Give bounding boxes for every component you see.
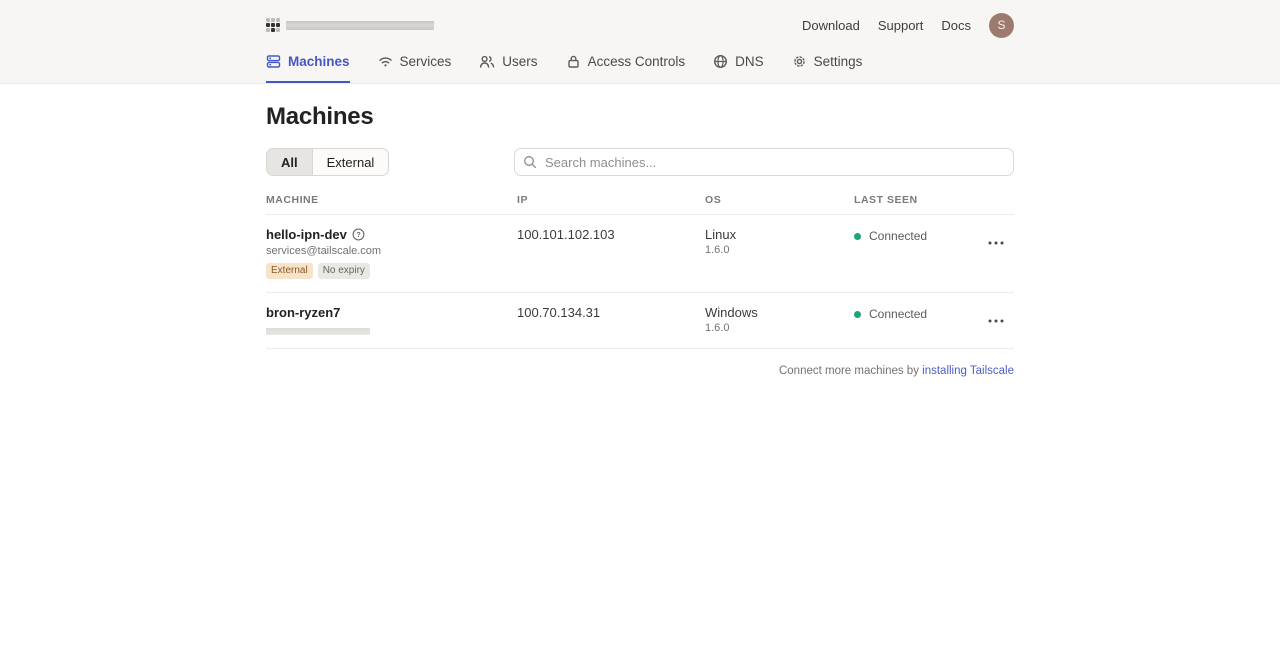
ellipsis-icon	[988, 319, 1004, 323]
table-row: hello-ipn-dev ? services@tailscale.com E…	[266, 215, 1014, 293]
connected-status-dot	[854, 232, 861, 240]
machine-owner: services@tailscale.com	[266, 245, 382, 257]
tab-dns[interactable]: DNS	[713, 44, 764, 83]
os-version: 1.6.0	[705, 244, 730, 256]
tab-label: Services	[399, 54, 452, 69]
lock-icon	[566, 54, 581, 69]
tab-label: Access Controls	[587, 54, 686, 69]
machine-name-link[interactable]: bron-ryzen7	[266, 305, 341, 320]
machine-ip: 100.70.134.31	[517, 305, 601, 320]
col-os: OS	[705, 194, 722, 206]
tailscale-logo-icon	[266, 18, 280, 32]
col-ip: IP	[517, 194, 528, 206]
last-seen-cell: Connected	[854, 229, 982, 243]
svg-text:?: ?	[356, 230, 361, 239]
tab-label: DNS	[735, 54, 764, 69]
footer-text: Connect more machines by	[778, 365, 919, 377]
server-icon	[266, 54, 281, 69]
table-footer: Connect more machines by installing Tail…	[266, 365, 1014, 377]
machine-ip: 100.101.102.103	[517, 227, 615, 242]
status-label: Connected	[869, 307, 928, 321]
connected-status-dot	[854, 310, 861, 318]
gear-icon	[792, 54, 807, 69]
col-last-seen: Last seen	[854, 194, 918, 206]
badge-no-expiry: No expiry	[317, 263, 370, 279]
installing-tailscale-link[interactable]: installing Tailscale	[922, 365, 1014, 377]
badge-external: External	[266, 263, 313, 279]
machines-table: Machine IP OS Last seen hello-ipn-dev ? …	[266, 194, 1014, 349]
table-row: bron-ryzen7 100.70.134.31 Windows 1.6.0 …	[266, 293, 1014, 349]
status-label: Connected	[869, 229, 928, 243]
user-avatar[interactable]: S	[989, 12, 1014, 38]
os-cell: Windows 1.6.0	[705, 305, 854, 334]
tailnet-logo[interactable]	[266, 18, 434, 32]
row-menu-button[interactable]	[986, 229, 1006, 252]
machine-owner-redacted	[266, 328, 370, 335]
tab-access-controls[interactable]: Access Controls	[566, 44, 686, 83]
filter-all-button[interactable]: All	[267, 149, 312, 175]
col-machine: Machine	[266, 194, 319, 206]
support-link[interactable]: Support	[877, 17, 924, 33]
search-input[interactable]	[514, 148, 1014, 176]
top-band: Download Support Docs S Machines	[0, 0, 1280, 84]
ellipsis-icon	[988, 241, 1004, 245]
globe-icon	[713, 54, 728, 69]
os-cell: Linux 1.6.0	[705, 227, 854, 256]
row-menu-button[interactable]	[986, 307, 1006, 330]
machine-name-link[interactable]: hello-ipn-dev ?	[266, 227, 517, 242]
tab-services[interactable]: Services	[378, 44, 452, 83]
download-link[interactable]: Download	[802, 17, 860, 33]
last-seen-cell: Connected	[854, 307, 982, 321]
tab-machines[interactable]: Machines	[266, 44, 350, 83]
search-icon	[524, 156, 537, 169]
machine-cell: bron-ryzen7	[266, 305, 517, 335]
users-icon	[479, 54, 495, 69]
help-icon[interactable]: ?	[352, 228, 365, 241]
machine-cell: hello-ipn-dev ? services@tailscale.com E…	[266, 227, 517, 279]
tab-settings[interactable]: Settings	[792, 44, 863, 83]
tab-users[interactable]: Users	[479, 44, 538, 83]
controls-row: All External	[266, 148, 1014, 176]
wifi-icon	[378, 54, 393, 69]
filter-external-button[interactable]: External	[311, 149, 389, 175]
machine-filter-segmented: All External	[266, 148, 390, 176]
table-header-row: Machine IP OS Last seen	[266, 194, 1014, 215]
machine-badges: External No expiry	[266, 263, 517, 279]
tailnet-name-redacted	[286, 20, 434, 30]
header-links: Download Support Docs S	[802, 12, 1014, 38]
page-title: Machines	[266, 103, 374, 130]
tab-label: Settings	[813, 54, 863, 69]
tab-label: Users	[502, 54, 538, 69]
app-header: Download Support Docs S	[266, 0, 1014, 44]
primary-nav: Machines Services	[266, 44, 1014, 83]
os-version: 1.6.0	[705, 322, 730, 334]
tab-label: Machines	[288, 54, 350, 69]
docs-link[interactable]: Docs	[941, 17, 971, 33]
